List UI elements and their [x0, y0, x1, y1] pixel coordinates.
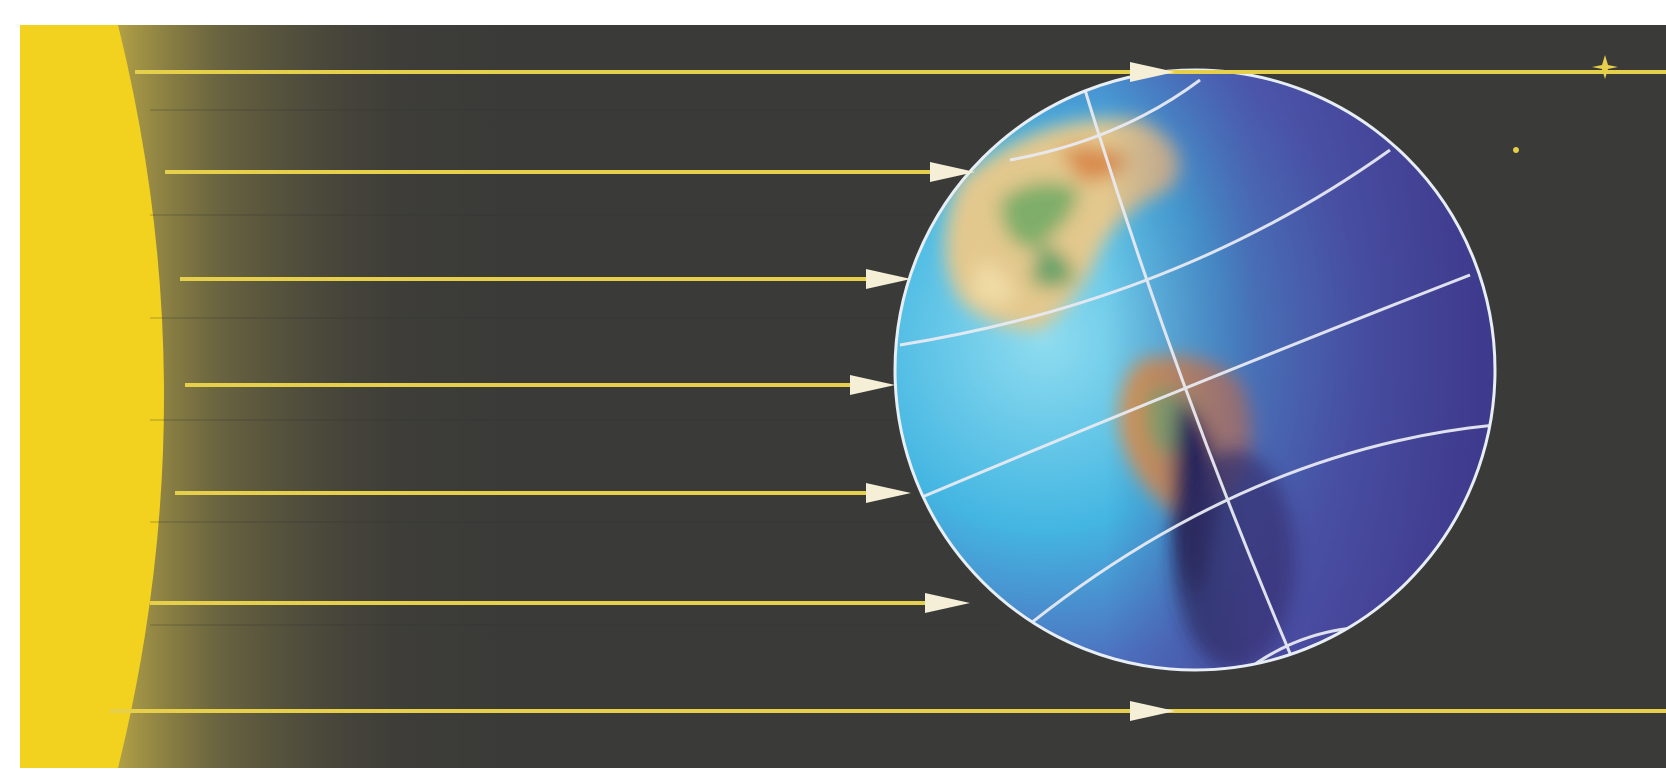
stars — [1513, 55, 1618, 153]
star — [1592, 55, 1618, 79]
ray-arrowhead — [866, 483, 911, 503]
band-lines — [150, 109, 1000, 626]
sun-ray — [110, 701, 1666, 721]
ray-arrowhead — [930, 162, 975, 182]
star — [1513, 147, 1519, 153]
sun-rays — [110, 62, 1666, 721]
ray-arrowhead — [925, 593, 970, 613]
ray-arrowhead — [1130, 701, 1175, 721]
sun-ray — [175, 483, 911, 503]
sun-glow — [20, 25, 1020, 768]
sun — [20, 25, 164, 768]
sun-ray — [150, 593, 970, 613]
earth-globe — [893, 68, 1497, 672]
sun-ray — [185, 375, 895, 395]
sun-ray — [165, 162, 975, 182]
sun-ray — [180, 269, 911, 289]
ray-arrowhead — [1130, 62, 1175, 82]
ray-arrowhead — [866, 269, 911, 289]
ray-arrowhead — [850, 375, 895, 395]
sun-ray — [135, 62, 1666, 82]
